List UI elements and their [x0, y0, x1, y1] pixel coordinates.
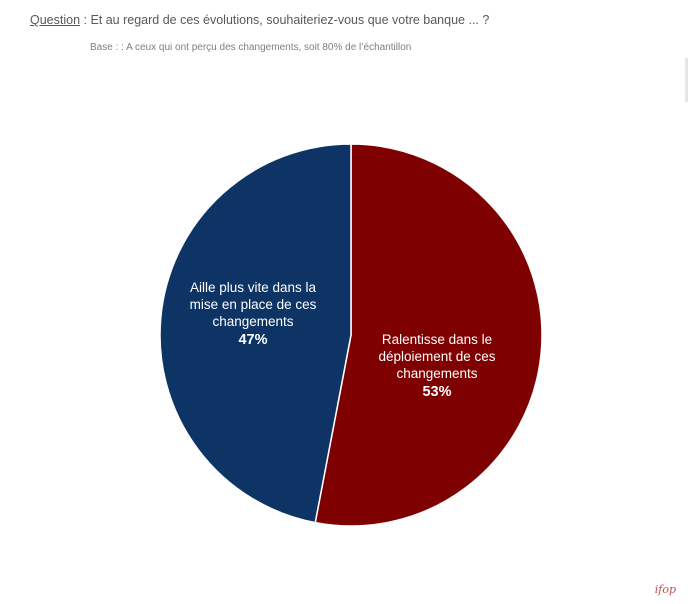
question-text: : Et au regard de ces évolutions, souhai…: [80, 13, 490, 27]
pie-slice-slow: [314, 143, 543, 527]
slice-label-slow-line3: changements: [396, 366, 478, 381]
slice-label-fast-line2: mise en place de ces: [189, 297, 317, 312]
ifop-logo: ifop: [654, 583, 676, 596]
slice-label-slow-line1: Ralentisse dans le: [381, 332, 493, 347]
slice-value-slow: 53%: [422, 384, 452, 400]
pie-slices: [159, 143, 543, 527]
page-edge-divider: [685, 58, 688, 102]
slice-value-fast: 47%: [238, 332, 268, 348]
question-label: Question: [30, 13, 81, 27]
question: Question : Et au regard de ces évolution…: [30, 13, 489, 27]
slice-label-fast-line3: changements: [212, 314, 294, 329]
pie-slice-fast: [159, 143, 352, 524]
base-note: Base : : A ceux qui ont perçu des change…: [90, 42, 412, 53]
slice-label-slow-line2: déploiement de ces: [378, 349, 496, 364]
slice-label-slow: Ralentisse dans le déploiement de ces ch…: [337, 331, 537, 401]
slice-label-fast: Aille plus vite dans la mise en place de…: [153, 279, 353, 349]
slice-label-fast-line1: Aille plus vite dans la: [189, 280, 317, 295]
